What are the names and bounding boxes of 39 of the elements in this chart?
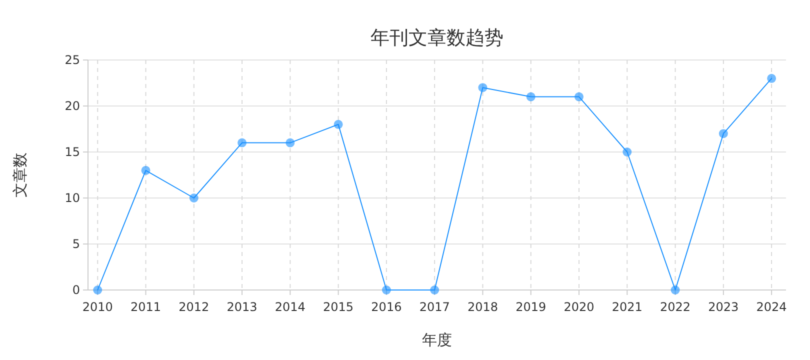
point: [574, 92, 584, 102]
point: [286, 138, 295, 148]
x-tick-label: 2016: [371, 300, 402, 314]
y-tick-label: 25: [64, 53, 80, 67]
x-tick-label: 2010: [82, 300, 113, 314]
point: [238, 138, 247, 148]
y-tick-label: 10: [64, 191, 80, 205]
x-tick-label: 2021: [612, 300, 642, 314]
x-tick-label: 2024: [756, 300, 787, 314]
x-tick-label: 2013: [226, 300, 258, 314]
point: [767, 74, 776, 83]
point: [526, 92, 536, 102]
x-tick-label: 2014: [274, 300, 306, 314]
y-tick-label: 20: [64, 99, 80, 113]
x-tick-label: 2023: [708, 300, 739, 314]
point: [430, 286, 440, 294]
point: [718, 129, 728, 138]
x-tick-label: 2011: [130, 300, 162, 314]
x-tick-label: 2019: [516, 300, 546, 314]
point: [670, 286, 680, 294]
point: [478, 83, 488, 92]
x-tick-label: 2015: [323, 300, 354, 314]
y-axis-title: 文章数: [11, 152, 29, 198]
point: [622, 148, 632, 156]
point: [189, 194, 198, 202]
x-tick-label: 2022: [660, 300, 691, 314]
x-tick-label: 2017: [419, 300, 450, 314]
chart-title: 年刊文章数趋势: [370, 27, 504, 49]
y-tick-label: 0: [72, 283, 80, 297]
x-tick-label: 2018: [467, 300, 498, 314]
point: [382, 286, 391, 294]
point: [141, 166, 150, 175]
y-tick-label: 5: [72, 237, 80, 251]
y-tick-label: 15: [64, 145, 80, 159]
x-tick-label: 2012: [178, 300, 210, 314]
x-axis-title: 年度: [422, 331, 452, 349]
x-tick-label: 2020: [564, 300, 594, 314]
point: [93, 286, 102, 294]
point: [334, 120, 343, 129]
